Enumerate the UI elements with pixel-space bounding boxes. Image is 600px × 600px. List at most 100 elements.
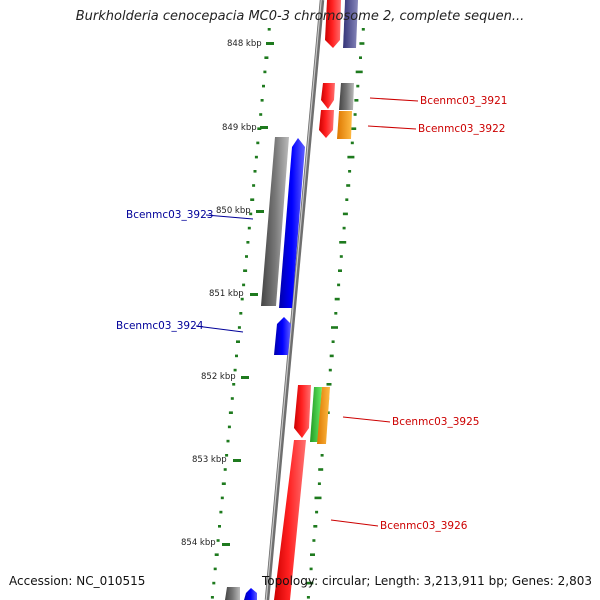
gc-left-dash — [220, 496, 224, 500]
gc-right-dash — [310, 553, 315, 556]
gc-left-dash — [225, 454, 229, 457]
gc-track-right — [306, 28, 365, 599]
gene-red-3925 — [294, 385, 311, 438]
gc-right-dash — [355, 70, 363, 74]
gc-right-dash — [318, 468, 324, 471]
gc-right-dash — [359, 42, 365, 45]
gc-left-dash — [228, 411, 233, 414]
gc-left-dash — [236, 340, 240, 343]
gene-red-top — [325, 0, 341, 48]
scale-ticks: 848 kbp 849 kbp 850 kbp 851 kbp 852 kbp … — [181, 39, 274, 548]
gc-left-dash — [259, 113, 263, 116]
gene-white-top — [340, 0, 345, 48]
gc-left-dash — [212, 581, 216, 585]
topology-text: Topology: circular; — [261, 574, 371, 588]
forward-strand-genes — [225, 137, 305, 600]
gene-label-3924: Bcenmc03_3924 — [116, 320, 204, 332]
gc-left-dash — [239, 312, 243, 315]
gene-blue-3924 — [274, 317, 291, 355]
genes-count-text: Genes: 2,803 — [511, 574, 592, 588]
gc-left-dash — [245, 255, 248, 258]
gc-left-dash — [242, 283, 246, 287]
footer-summary: Topology: circular; Length: 3,213,911 bp;… — [262, 574, 592, 588]
gene-label-group: Bcenmc03_3921 Bcenmc03_3922 Bcenmc03_392… — [116, 95, 507, 532]
gc-right-dash — [342, 212, 348, 216]
tick-mark-850 — [256, 210, 264, 213]
gc-right-dash — [342, 226, 346, 230]
gc-left-dash — [250, 198, 255, 201]
gc-left-dash — [230, 397, 234, 400]
tick-label-850: 850 kbp — [216, 206, 251, 216]
gc-left-dash — [246, 241, 250, 244]
gc-left-dash — [256, 141, 260, 145]
tick-mark-852 — [241, 376, 249, 379]
map-title: Burkholderia cenocepacia MC0-3 chromosom… — [75, 9, 525, 24]
tick-mark-851 — [250, 293, 258, 296]
gc-left-dash — [223, 468, 227, 471]
gc-left-dash — [237, 326, 241, 329]
gene-blue-3923 — [279, 138, 305, 308]
gene-blue-bottom — [244, 588, 257, 600]
gene-red-3922 — [319, 110, 334, 138]
length-text: Length: 3,213,911 bp; — [374, 574, 508, 588]
gc-right-dash — [339, 255, 343, 258]
gc-right-dash — [314, 496, 322, 500]
gene-gray-3923 — [261, 137, 289, 306]
gc-right-dash — [339, 241, 347, 244]
gc-left-dash — [249, 212, 253, 216]
tick-label-848: 848 kbp — [227, 39, 262, 49]
gc-right-dash — [338, 269, 342, 272]
gc-right-dash — [328, 368, 332, 372]
gene-label-3921: Bcenmc03_3921 — [420, 95, 507, 107]
gc-right-dash — [334, 297, 340, 301]
gene-orange-3925 — [317, 387, 330, 444]
gc-left-dash — [263, 70, 267, 74]
tick-label-852: 852 kbp — [201, 372, 236, 382]
gc-left-dash — [218, 525, 221, 528]
gc-right-dash — [313, 525, 318, 528]
chromosome-backbone — [264, 0, 325, 600]
gene-label-3922: Bcenmc03_3922 — [418, 123, 505, 135]
gc-right-dash — [359, 56, 362, 59]
gc-right-dash — [351, 127, 357, 130]
gc-left-dash — [260, 99, 264, 102]
gene-gray-3921 — [339, 83, 354, 110]
gc-left-dash — [235, 354, 238, 358]
gc-right-dash — [315, 510, 319, 514]
gc-right-dash — [356, 84, 360, 88]
gc-left-dash — [247, 226, 251, 230]
gc-right-dash — [317, 482, 321, 485]
gc-left-dash — [264, 56, 269, 59]
gene-slate-top — [343, 0, 358, 48]
tick-mark-848 — [266, 42, 274, 45]
label-leaders — [195, 97, 419, 527]
tick-label-851: 851 kbp — [209, 289, 244, 299]
gc-right-dash — [334, 312, 338, 315]
gc-right-dash — [354, 99, 359, 102]
tick-label-849: 849 kbp — [222, 123, 257, 133]
gc-left-dash — [240, 297, 244, 301]
tick-mark-853 — [233, 459, 241, 462]
gc-right-dash — [320, 454, 324, 457]
tick-label-854: 854 kbp — [181, 538, 216, 548]
gc-left-dash — [232, 383, 236, 386]
gc-left-dash — [253, 170, 257, 173]
gc-left-dash — [216, 539, 220, 542]
gc-right-dash — [348, 170, 352, 173]
reverse-strand-genes — [274, 0, 358, 600]
gc-right-dash — [331, 340, 335, 343]
gene-gray-bottom — [225, 587, 240, 600]
gc-left-dash — [252, 184, 256, 187]
gc-right-dash — [326, 383, 332, 386]
gc-left-dash — [267, 28, 271, 31]
tick-mark-849 — [260, 126, 268, 129]
gc-right-dash — [306, 581, 314, 585]
gc-right-dash — [353, 113, 357, 116]
gc-left-dash — [221, 482, 226, 485]
gc-left-dash — [254, 155, 258, 159]
gc-left-dash — [233, 368, 237, 372]
gene-red-3926 — [274, 440, 306, 600]
gc-track-left — [210, 28, 271, 599]
gene-label-3926: Bcenmc03_3926 — [380, 520, 468, 532]
